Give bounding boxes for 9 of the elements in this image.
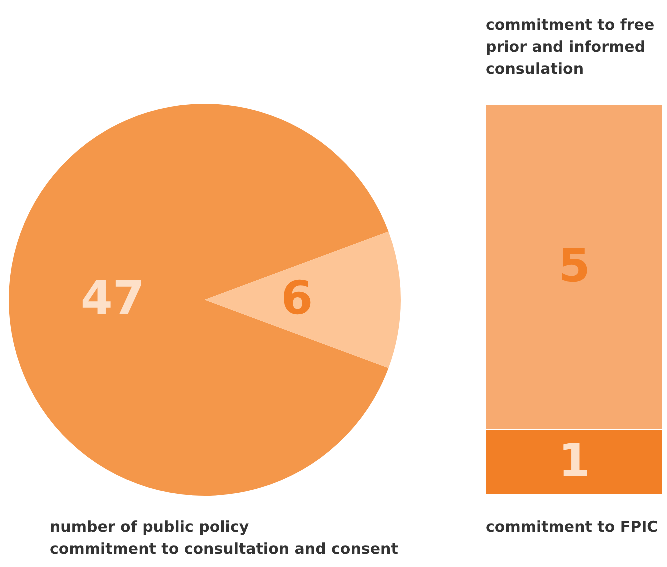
data-label: 5	[558, 238, 591, 292]
series-label: commitment to FPIC	[486, 518, 658, 536]
data-label: 6	[281, 271, 314, 325]
text: number of public policy commitment to consultation and consent	[50, 518, 398, 558]
data-label: 1	[558, 434, 591, 488]
series-label: commitment to free prior and informed consulation	[486, 16, 655, 78]
pie-slice	[205, 232, 401, 368]
data-label: 47	[80, 271, 145, 325]
pie-slice	[9, 104, 389, 496]
